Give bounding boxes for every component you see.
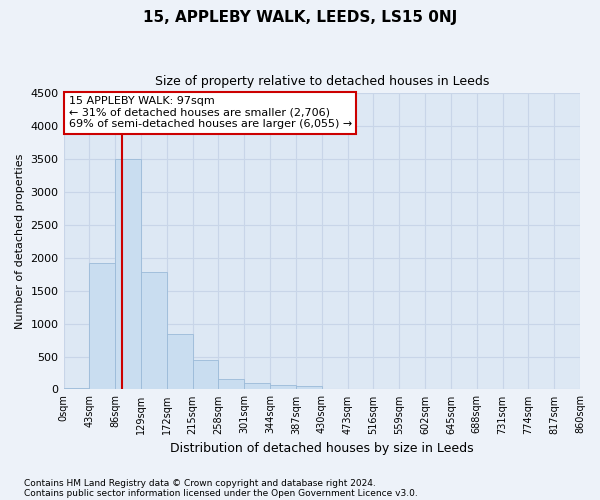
Bar — [115, 159, 141, 390]
Bar — [244, 383, 270, 390]
Title: Size of property relative to detached houses in Leeds: Size of property relative to detached ho… — [155, 75, 489, 88]
X-axis label: Distribution of detached houses by size in Leeds: Distribution of detached houses by size … — [170, 442, 473, 455]
Bar — [296, 386, 322, 390]
Text: Contains HM Land Registry data © Crown copyright and database right 2024.: Contains HM Land Registry data © Crown c… — [24, 478, 376, 488]
Bar — [64, 388, 89, 390]
Y-axis label: Number of detached properties: Number of detached properties — [15, 154, 25, 329]
Text: Contains public sector information licensed under the Open Government Licence v3: Contains public sector information licen… — [24, 488, 418, 498]
Bar — [270, 385, 296, 390]
Bar — [218, 379, 244, 390]
Bar — [193, 360, 218, 390]
Bar — [89, 263, 115, 390]
Text: 15 APPLEBY WALK: 97sqm
← 31% of detached houses are smaller (2,706)
69% of semi-: 15 APPLEBY WALK: 97sqm ← 31% of detached… — [69, 96, 352, 130]
Text: 15, APPLEBY WALK, LEEDS, LS15 0NJ: 15, APPLEBY WALK, LEEDS, LS15 0NJ — [143, 10, 457, 25]
Bar — [141, 272, 167, 390]
Bar — [167, 334, 193, 390]
